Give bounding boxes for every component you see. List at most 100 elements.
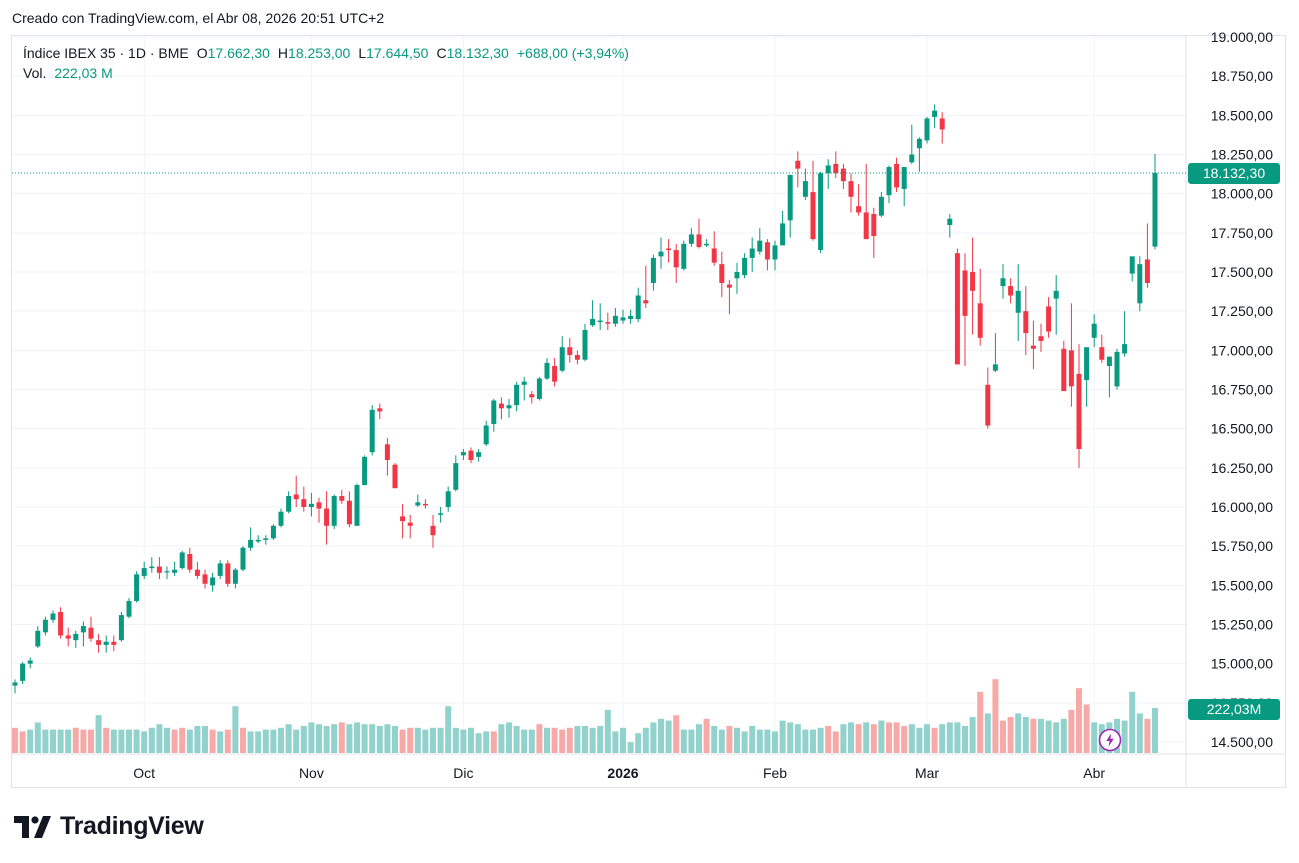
volume-bar — [893, 722, 900, 753]
volume-bar — [384, 724, 391, 753]
candle — [924, 116, 930, 144]
volume-bar — [88, 729, 94, 753]
volume-bar — [551, 727, 558, 753]
volume-bar — [12, 727, 18, 753]
volume-bar — [620, 727, 626, 753]
candle-body — [400, 516, 406, 522]
candle — [1038, 323, 1044, 352]
candle-body — [58, 611, 64, 636]
candle — [483, 420, 489, 446]
candle-body — [27, 660, 33, 664]
volume-bar — [863, 722, 870, 753]
candle — [20, 662, 26, 685]
candle-body — [362, 456, 368, 486]
candle-body — [156, 566, 162, 573]
candle — [1053, 275, 1059, 335]
volume-bar — [270, 729, 277, 753]
volume-bar — [483, 731, 490, 753]
candle-body — [270, 525, 276, 539]
volume-bar — [635, 733, 642, 753]
volume-bar — [80, 729, 87, 753]
volume-bar — [331, 724, 338, 753]
volume-bar — [95, 715, 102, 753]
candle — [673, 243, 679, 283]
candle-body — [863, 212, 869, 240]
candle — [263, 535, 269, 545]
y-tick-label: 17.000,00 — [1211, 342, 1273, 358]
candle — [909, 124, 915, 164]
candle — [818, 171, 824, 254]
y-tick-label: 17.750,00 — [1211, 225, 1273, 241]
candle — [438, 507, 444, 523]
volume-bar — [1068, 709, 1075, 753]
volume-bar — [133, 729, 140, 753]
candle — [392, 463, 398, 489]
volume-bar — [293, 729, 300, 753]
candle-body — [1038, 336, 1044, 341]
candle-body — [544, 362, 550, 379]
volume-bar — [513, 726, 520, 753]
volume-bar — [772, 731, 778, 753]
volume-bar — [338, 722, 345, 753]
volume-bar — [886, 722, 892, 753]
candle — [1023, 286, 1029, 356]
candle — [856, 184, 862, 216]
candle-body — [582, 329, 588, 360]
candle — [316, 497, 322, 523]
y-tick-label: 15.000,00 — [1211, 656, 1273, 672]
candle-body — [42, 619, 48, 633]
candle-body — [134, 574, 140, 601]
candle — [194, 561, 200, 580]
candle — [901, 167, 907, 207]
candle — [35, 626, 41, 648]
candlesticks — [12, 104, 1158, 694]
candle-body — [164, 571, 170, 573]
volume-bar — [566, 727, 573, 753]
candle-body — [225, 563, 231, 584]
candle-body — [286, 496, 292, 512]
volume-bar — [1053, 722, 1060, 753]
volume-bar — [779, 720, 786, 753]
candle — [468, 447, 474, 464]
candle — [1030, 320, 1036, 370]
candle — [658, 237, 664, 269]
volume-bar — [224, 729, 231, 753]
candle — [521, 376, 527, 401]
volume-bar — [437, 727, 444, 753]
candle — [719, 251, 725, 298]
y-tick-label: 18.000,00 — [1211, 186, 1273, 202]
volume-bar — [962, 726, 968, 753]
last-price-label: 18.132,30 — [1203, 165, 1265, 181]
candle — [1068, 303, 1074, 407]
candle-body — [833, 163, 839, 174]
tradingview-logo[interactable]: TradingView — [14, 812, 204, 841]
candle-body — [453, 463, 459, 490]
candle — [749, 237, 755, 272]
flash-icon[interactable] — [1098, 728, 1122, 752]
volume-bar — [764, 729, 771, 753]
volume-bar — [209, 729, 216, 753]
volume-bar — [34, 722, 41, 753]
legend-volume-label[interactable]: Vol. — [23, 65, 47, 81]
candle-body — [194, 569, 200, 576]
volume-bar — [323, 726, 330, 753]
volume-bar — [490, 731, 497, 753]
candle — [833, 151, 839, 178]
x-tick-label: Feb — [763, 765, 787, 781]
candle — [559, 336, 565, 373]
y-tick-label: 17.500,00 — [1211, 264, 1273, 280]
candle — [445, 486, 451, 512]
candle — [1084, 347, 1090, 407]
volume-bar — [141, 731, 148, 753]
candle — [354, 483, 360, 526]
candle-body — [970, 272, 976, 291]
legend-volume-value: 222,03 M — [54, 65, 113, 81]
candle-body — [620, 317, 626, 321]
volume-bar — [156, 724, 163, 753]
volume-bar — [300, 726, 307, 753]
tradingview-brand: TradingView — [60, 812, 204, 840]
candle-body — [787, 174, 793, 221]
candle — [871, 207, 877, 258]
legend-symbol[interactable]: Índice IBEX 35 · 1D · BME — [23, 45, 189, 61]
